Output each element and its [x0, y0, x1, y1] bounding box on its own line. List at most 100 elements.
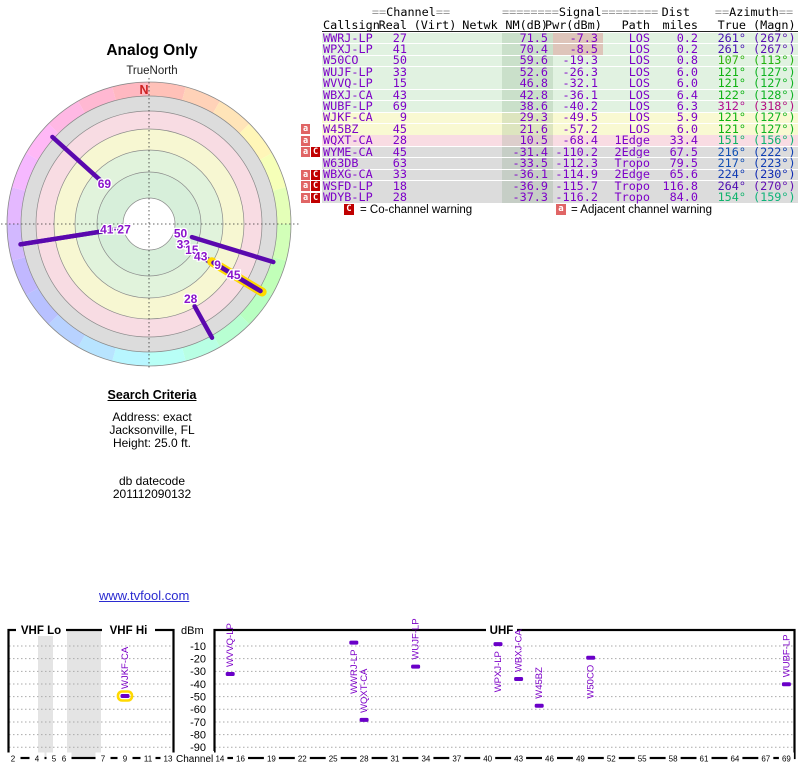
channel-tick-label: 13: [164, 755, 173, 764]
cell-magn-azimuth: (156°): [753, 133, 796, 148]
cell-callsign: WQXT-CA: [323, 133, 373, 148]
cell-pwr-dbm: -112.3: [555, 155, 598, 170]
radar-spoke-label: 50: [174, 227, 188, 241]
channel-tick-chip: [294, 752, 310, 764]
azimuth-color-ring-segment: [149, 82, 186, 101]
radar-spoke: [50, 134, 103, 183]
cell-true-azimuth: 261°: [717, 41, 746, 56]
cell-callsign: WUJF-LP: [323, 64, 373, 79]
table-row: a C WBXG-CA 33 -36.1 -114.9 2Edge 65.6 224° (230°…: [0, 167, 800, 182]
marker-highlight-ring: [116, 690, 134, 702]
channel-tick-chip: [29, 752, 45, 764]
cell-nm-db: 71.5: [519, 30, 548, 45]
uhf-band-label-chip: [486, 623, 517, 636]
cell-real-channel: 33: [392, 64, 407, 79]
row-background: [322, 135, 798, 147]
radar-chart-title: Analog Only: [106, 42, 198, 59]
channel-tick-label: 28: [360, 755, 369, 764]
cell-miles: 0.8: [676, 53, 698, 68]
spectrum-marker: [349, 640, 359, 645]
azimuth-color-ring-segment: [7, 187, 26, 224]
channel-tick-label: 37: [452, 755, 461, 764]
channel-tick-label: 64: [730, 755, 739, 764]
spectrum-marker-label: WJKF-CA: [120, 646, 131, 689]
nm-cell-tint: [502, 112, 553, 124]
nm-cell-tint: [502, 169, 553, 181]
azimuth-color-ring-segment: [272, 187, 291, 224]
row-background: [322, 181, 798, 192]
channel-axis-label: Channel: [176, 754, 213, 765]
vhf-lo-band-label-chip: [16, 623, 66, 636]
cell-magn-azimuth: (127°): [753, 76, 796, 91]
compass-n-marker: N: [139, 83, 148, 97]
cell-pwr-dbm: -32.1: [562, 76, 598, 91]
cell-path: Tropo: [614, 178, 650, 193]
channel-tick-label: 43: [514, 755, 523, 764]
col-miles: miles: [662, 17, 698, 32]
tvfool-link-wrap: www.tvfool.com: [99, 588, 189, 603]
dbm-tick-label: -60: [190, 704, 206, 716]
channel-tick-label: 5: [52, 755, 57, 764]
row-background: [322, 192, 798, 204]
channel-tick-chip: [46, 752, 62, 764]
co-channel-warning-badge: C: [311, 181, 320, 192]
table-row: WVVQ-LP 15 46.8 -32.1 LOS 6.0 121° (127°): [0, 76, 800, 91]
row-background: [322, 89, 798, 101]
channel-tick-label: 4: [35, 755, 40, 764]
table-row: WWRJ-LP 27 71.5 -7.3 LOS 0.2 261° (267°): [0, 30, 800, 45]
col-real: Real: [378, 17, 407, 32]
group-header-signal: ========Signal========: [502, 5, 659, 19]
channel-tick-chip: [233, 752, 248, 764]
nm-cell-tint: [502, 181, 553, 192]
spectrum-marker-label: WQXT-CA: [359, 668, 370, 713]
row-background: [322, 67, 798, 78]
nm-cell-tint: [502, 124, 553, 135]
cell-miles: 0.2: [676, 30, 698, 45]
nm-cell-tint: [502, 146, 553, 158]
cell-callsign: WSFD-LP: [323, 178, 373, 193]
channel-tick-chip: [140, 752, 156, 764]
radar-spoke: [192, 303, 215, 340]
channel-tick-label: 22: [298, 755, 307, 764]
cell-nm-db: -37.3: [512, 190, 548, 205]
cell-callsign: W63DB: [323, 155, 359, 170]
azimuth-color-ring-segment: [182, 334, 220, 362]
cell-path: Tropo: [614, 155, 650, 170]
cell-nm-db: 46.8: [519, 76, 548, 91]
cell-nm-db: -36.1: [512, 167, 548, 182]
spectrum-marker-label: WWRJ-LP: [349, 650, 360, 694]
nm-cell-tint: [502, 135, 553, 147]
cell-pwr-dbm: -114.9: [555, 167, 598, 182]
cell-path: LOS: [628, 110, 650, 125]
table-group-header: ==Channel== ========Signal======== Dist …: [0, 5, 800, 19]
cell-path: Tropo: [614, 190, 650, 205]
channel-tick-label: 49: [576, 755, 585, 764]
channel-tick-label: 9: [123, 755, 128, 764]
azimuth-color-ring-segment: [259, 153, 287, 191]
cell-miles: 0.2: [676, 41, 698, 56]
channel-tick-label: 2: [11, 755, 16, 764]
channel-tick-label: 25: [329, 755, 338, 764]
spectrum-marker: [225, 671, 235, 676]
nm-cell-tint: [502, 44, 553, 55]
adjacent-channel-warning-badge: a: [301, 135, 310, 146]
cell-real-channel: 28: [392, 133, 407, 148]
table-column-header: Callsign Real (Virt) Netwk NM(dB) Pwr(dB…: [0, 17, 800, 32]
channel-tick-chip: [325, 752, 341, 764]
tvfool-link[interactable]: www.tvfool.com: [99, 588, 190, 603]
cell-real-channel: 69: [392, 98, 407, 113]
channel-tick-chip: [511, 752, 527, 764]
cell-magn-azimuth: (223°): [753, 155, 796, 170]
azimuth-color-ring-segment: [48, 101, 85, 134]
adjacent-channel-warning-badge: a: [301, 169, 310, 180]
co-channel-legend-badge: C: [344, 204, 354, 215]
vhf-panel-border: [7, 628, 175, 760]
spectrum-marker-label: WUJF-LP: [411, 618, 422, 659]
azimuth-color-ring-segment: [7, 224, 26, 261]
cell-real-channel: 18: [392, 178, 407, 193]
cell-true-azimuth: 154°: [717, 190, 746, 205]
radar-spoke-label: 69: [98, 177, 112, 191]
col-netwk: Netwk: [462, 17, 498, 32]
adjacent-channel-warning-badge: a: [301, 124, 310, 135]
